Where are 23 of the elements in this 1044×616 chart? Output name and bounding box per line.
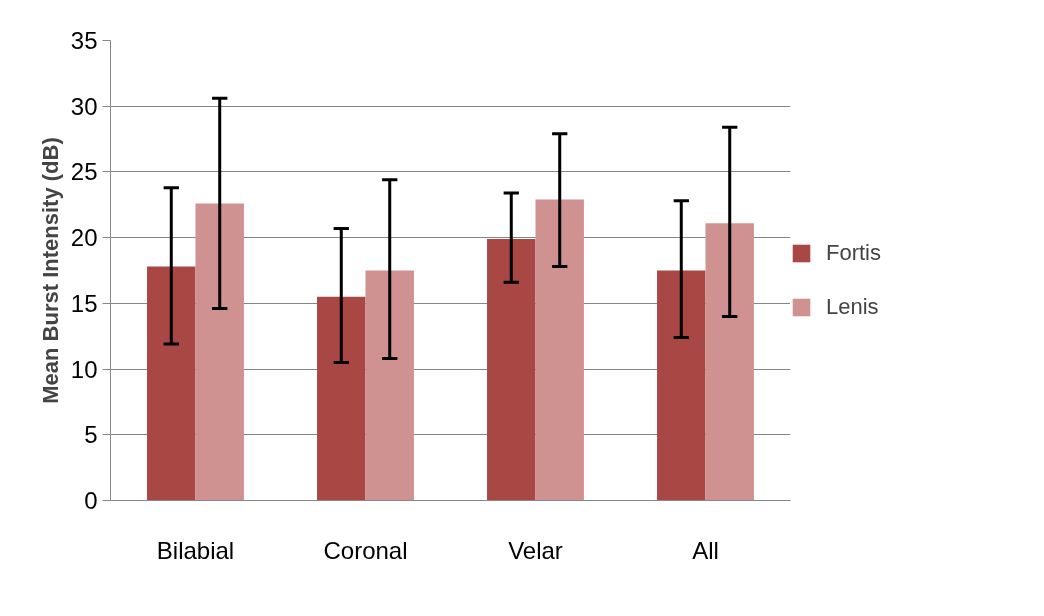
x-tick-label: Velar [508,536,563,564]
bar [365,270,414,501]
y-tick-label: 20 [70,224,98,252]
y-axis-title: Mean Burst Intensity (dB) [37,137,63,404]
bar [535,199,584,501]
y-tick-label: 15 [70,289,98,317]
x-tick-label: All [692,536,719,564]
y-tick-label: 10 [70,355,98,383]
y-tick-label: 0 [84,487,98,514]
bar [705,223,754,501]
x-tick-label: Bilabial [156,536,235,564]
legend-label: Fortis [826,240,881,266]
bar [147,266,196,501]
y-tick-label: 30 [70,92,98,120]
bar [487,238,536,501]
legend-label: Lenis [826,294,879,320]
x-tick-label: Coronal [323,536,408,564]
bar [657,270,706,501]
y-tick-label: 5 [84,421,98,449]
bar [195,203,244,501]
bar [317,296,366,501]
y-tick-label: 25 [70,158,98,186]
y-tick-label: 35 [70,27,98,54]
